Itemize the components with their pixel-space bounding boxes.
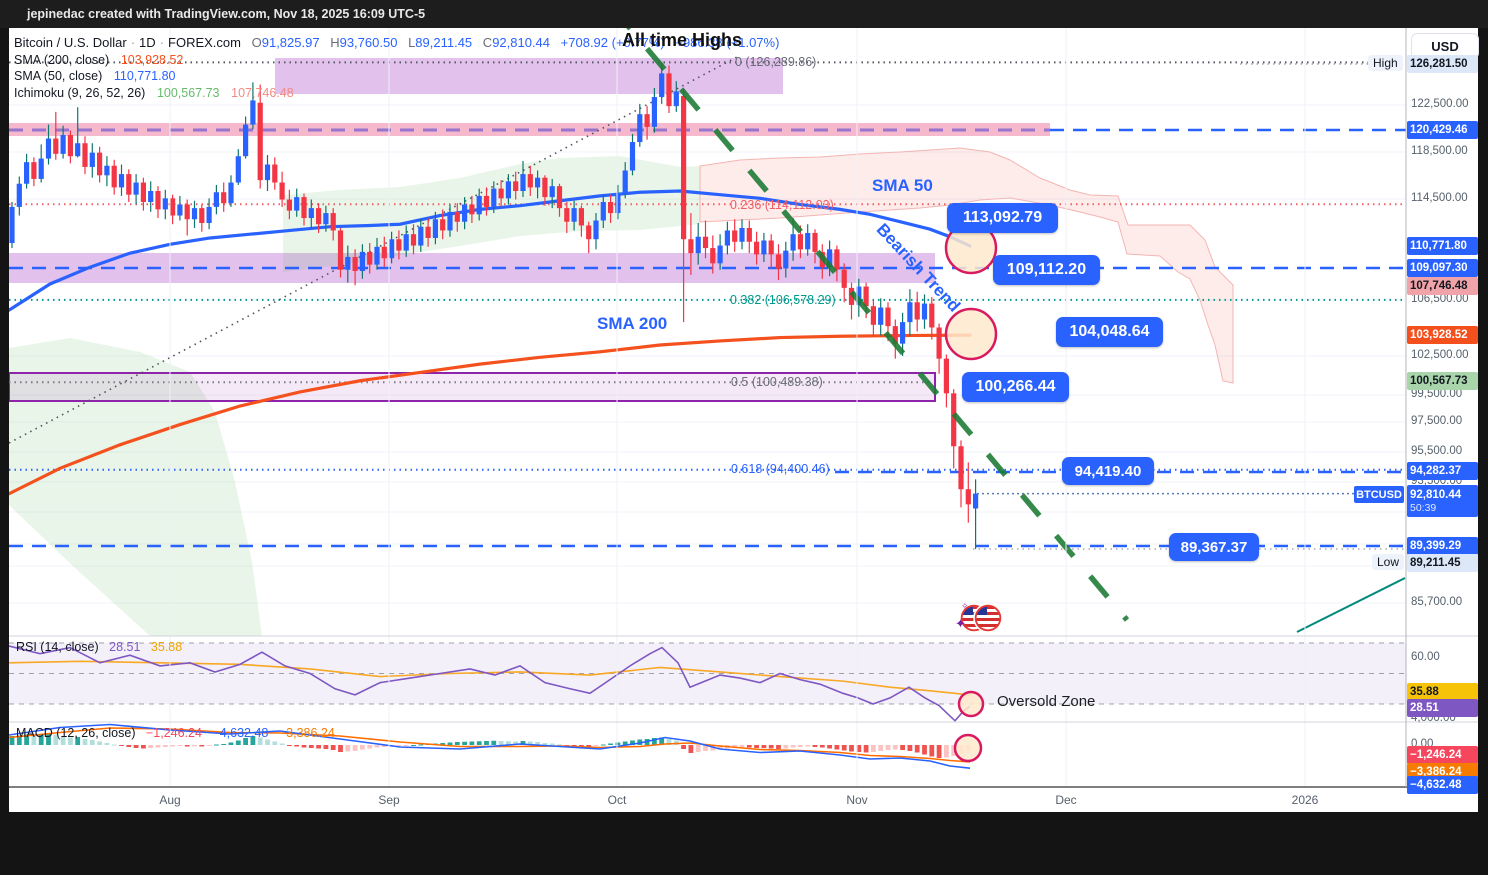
ichimoku-label[interactable]: Ichimoku (9, 26, 52, 26) [14,85,146,100]
footer-bar: TradingView [0,812,1488,875]
low-marker-label: Low [1372,554,1405,570]
time-axis-label[interactable]: 2026 [1291,793,1319,807]
high-letter: H [330,35,340,50]
sma50-value: 110,771.80 [113,69,176,83]
change-value: +708.92 (+0.77%) [560,35,665,50]
exchange-label[interactable]: FOREX.com [168,35,241,50]
rsi-legend[interactable]: RSI (14, close) 28.51 35.88 [16,640,182,654]
macd-hist-value: −1,246.24 [145,726,202,740]
fib-236-label[interactable]: 0.236 (114,112.03) [730,198,834,212]
fib-382-label[interactable]: 0.382 (106,578.29) [730,293,836,307]
separator-dot: · [130,35,136,50]
sparkle-icon: ✦ [955,617,966,632]
macd-line-value: −4,632.48 [212,726,269,740]
time-axis-label[interactable]: Oct [607,793,627,807]
sma200-note[interactable]: SMA 200 [597,314,668,333]
all-time-highs-note[interactable]: All time Highs [622,30,743,50]
price-tag: 107,746.48 [1407,277,1478,295]
price-tick: 122,500.00 [1411,98,1469,110]
price-tick: 97,500.00 [1411,415,1463,427]
rsi-value: 28.51 [109,640,141,654]
time-axis-label[interactable]: Sep [378,793,400,807]
callout-sma200-price[interactable]: 104,048.64 [1056,317,1163,347]
price-tag: 35.88 [1407,683,1478,701]
price-tag: −4,632.48 [1407,776,1478,794]
fib-618-label[interactable]: 0.618 (94,400.46) [731,462,830,476]
legend-sma50-row[interactable]: SMA (50, close) 110,771.80 [14,68,779,84]
price-tick: 106,500.00 [1411,293,1469,305]
price-tick: 102,500.00 [1411,349,1469,361]
currency-toggle-button[interactable]: USD [1411,33,1479,59]
symbol-name[interactable]: Bitcoin / U.S. Dollar [14,35,127,50]
sma50-note[interactable]: SMA 50 [872,176,933,195]
price-tick: 85,700.00 [1411,596,1463,608]
last-price-value: 92,810.44 [1410,488,1462,501]
callout-89k-level[interactable]: 89,367.37 [1169,533,1259,561]
attribution-text: jepinedac created with TradingView.com, … [27,7,426,21]
open-value: 91,825.97 [261,35,320,50]
price-tag: 100,567.73 [1407,372,1478,390]
fib-50-label[interactable]: 0.5 (100,489.38) [731,375,823,389]
low-value: 89,211.45 [415,35,473,50]
oversold-zone-note[interactable]: Oversold Zone [997,693,1096,710]
price-tag: 120,429.46 [1407,121,1478,139]
time-axis-label[interactable]: Dec [1055,793,1077,807]
macd-legend[interactable]: MACD (12, 26, close) −1,246.24 −4,632.48… [16,726,335,740]
rsi-ma-value: 35.88 [150,640,183,654]
time-axis-label[interactable]: Nov [846,793,868,807]
ichimoku-value-2: 107,746.48 [231,85,294,100]
last-price-tag: 92,810.44 50:39 [1407,485,1478,517]
sma200-value: 103,928.52 [120,52,184,67]
sma50-label[interactable]: SMA (50, close) [14,69,103,83]
interval-label[interactable]: 1D [139,35,156,50]
price-tag: 94,282.37 [1407,462,1478,480]
ichimoku-value-1: 100,567.73 [156,85,220,100]
rsi-label[interactable]: RSI (14, close) [16,640,99,654]
price-tag: 110,771.80 [1407,237,1478,255]
close-value: 92,810.44 [492,35,551,50]
legend-sma200-row[interactable]: SMA (200, close) 103,928.52 [14,52,779,68]
price-tick: 114,500.00 [1411,192,1468,204]
attribution-bar: jepinedac created with TradingView.com, … [0,0,1488,28]
legend-ichimoku-row[interactable]: Ichimoku (9, 26, 52, 26) 100,567.73 107,… [14,85,779,101]
callout-100k-level[interactable]: 100,266.44 [962,372,1069,402]
sma200-label[interactable]: SMA (200, close) [14,52,110,67]
time-axis-label[interactable]: Aug [159,793,181,807]
svg-text:✧: ✧ [961,602,969,612]
price-tick: 95,500.00 [1411,445,1463,457]
bar-countdown: 50:39 [1410,501,1437,514]
price-tick: 118,500.00 [1411,145,1468,157]
high-value: 93,760.50 [339,35,398,50]
price-tag: 89,399.29 [1407,537,1478,555]
price-tag: −1,246.24 [1407,746,1478,764]
price-tag: 89,211.45 [1407,554,1478,572]
price-tick: 60.00 [1411,651,1440,663]
callout-94k-level[interactable]: 94,419.40 [1062,457,1154,485]
close-letter: C [482,35,493,50]
price-tag: 126,281.50 [1407,55,1478,73]
price-tick: 99,500.00 [1411,388,1463,400]
legend-symbol-row[interactable]: Bitcoin / U.S. Dollar · 1D · FOREX.com O91,8… [14,35,779,51]
macd-label[interactable]: MACD (12, 26, close) [16,726,136,740]
open-letter: O [251,35,262,50]
callout-sma50-price[interactable]: 113,092.79 [947,203,1058,233]
separator-dot: · [159,35,165,50]
macd-signal-value: −3,386.24 [278,726,335,740]
symbol-price-flag: BTCUSD [1354,486,1404,503]
change-ext-value: +986.38 (+1.07%) [675,35,780,50]
chart-legend[interactable]: Bitcoin / U.S. Dollar · 1D · FOREX.com O91,8… [14,35,779,101]
callout-109k-level[interactable]: 109,112.20 [993,255,1100,285]
fib-0-label[interactable]: 0 (126,289.86) [735,55,817,69]
price-tag: 28.51 [1407,699,1478,717]
low-letter: L [408,35,416,50]
price-tag: 103,928.52 [1407,326,1478,344]
price-tag: 109,097.30 [1407,259,1478,277]
high-marker-label: High [1368,55,1403,71]
